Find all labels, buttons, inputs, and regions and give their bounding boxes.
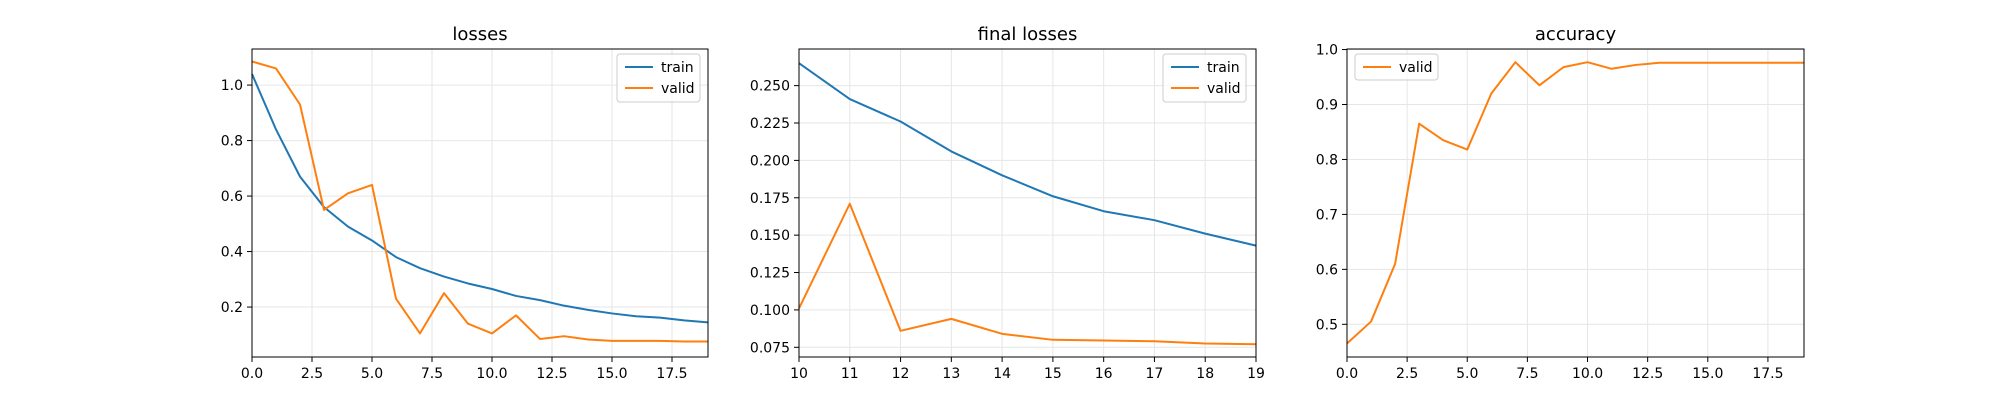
x-tick-label: 14	[993, 366, 1011, 382]
chart-1: 0.0 2.5 5.0 7.5 10.0 12.5 15.0 17.5 0.2 0.4 0.6 0.8…	[221, 24, 709, 382]
x-tick-label: 15	[1044, 366, 1062, 382]
y-tick-label: 1.0	[221, 78, 243, 94]
x-tick-label: 10.0	[1572, 366, 1603, 382]
legend-box	[1354, 53, 1439, 81]
x-tick-label: 13	[942, 366, 960, 382]
series-line-valid	[251, 60, 708, 343]
x-tick-label: 11	[841, 366, 859, 382]
x-tick-label: 12	[892, 366, 910, 382]
y-tick-label: 0.075	[750, 340, 790, 356]
x-tick-label: 10.0	[476, 366, 507, 382]
x-tick-label: 2.5	[301, 366, 323, 382]
y-tick-label: 0.2	[221, 300, 243, 316]
x-tick-label: 17.5	[1752, 366, 1783, 382]
y-tick-label: 0.8	[1316, 152, 1338, 168]
y-tick-label: 0.225	[750, 116, 790, 132]
y-tick-label: 0.175	[750, 191, 790, 207]
x-tick-label: 16	[1095, 366, 1113, 382]
legend-label-valid: valid	[1207, 81, 1241, 97]
x-tick-label: 15.0	[1692, 366, 1723, 382]
x-tick-label: 19	[1247, 366, 1265, 382]
legend-label-train: train	[661, 60, 694, 76]
axes-frame	[251, 48, 709, 358]
y-tick-label: 0.8	[221, 134, 243, 150]
x-tick-label: 7.5	[1516, 366, 1538, 382]
axes-frame	[1346, 48, 1805, 358]
x-tick-label: 5.0	[361, 366, 383, 382]
y-tick-label: 0.5	[1316, 317, 1338, 333]
x-tick-label: 17.5	[656, 366, 687, 382]
chart-title: losses	[452, 24, 507, 45]
y-tick-label: 0.125	[750, 266, 790, 282]
legend: train valid	[616, 53, 701, 103]
series-line-valid	[1346, 61, 1804, 345]
y-tick-label: 0.4	[221, 245, 243, 261]
legend-label-valid: valid	[661, 81, 695, 97]
chart-title: final losses	[978, 24, 1078, 45]
x-tick-label: 0.0	[1336, 366, 1358, 382]
y-tick-label: 0.150	[750, 228, 790, 244]
y-tick-label: 0.200	[750, 153, 790, 169]
legend-label-valid: valid	[1399, 60, 1433, 76]
y-tick-label: 0.6	[1316, 262, 1338, 278]
x-tick-label: 12.5	[1632, 366, 1663, 382]
legend: valid	[1354, 53, 1439, 81]
chart-2: 10 11 12 13 14 15 16 17 18 19 0.075 0.100 0.125 0.150…	[750, 24, 1265, 382]
legend-label-train: train	[1207, 60, 1240, 76]
x-tick-label: 12.5	[536, 366, 567, 382]
y-tick-label: 0.7	[1316, 207, 1338, 223]
x-tick-label: 10	[790, 366, 808, 382]
y-tick-label: 1.0	[1316, 43, 1338, 59]
y-tick-label: 0.100	[750, 303, 790, 319]
x-tick-label: 0.0	[241, 366, 263, 382]
x-tick-label: 17	[1146, 366, 1164, 382]
x-tick-label: 18	[1196, 366, 1214, 382]
y-tick-label: 0.9	[1316, 98, 1338, 114]
x-tick-label: 5.0	[1456, 366, 1478, 382]
series-line-train	[798, 62, 1257, 247]
y-tick-label: 0.6	[221, 189, 243, 205]
series-line-valid	[798, 202, 1257, 346]
chart-title: accuracy	[1535, 24, 1617, 45]
legend: train valid	[1162, 53, 1247, 103]
x-tick-label: 15.0	[596, 366, 627, 382]
y-tick-label: 0.250	[750, 79, 790, 95]
chart-3: 0.0 2.5 5.0 7.5 10.0 12.5 15.0 17.5 0.5 0.6 0.7 0.8…	[1316, 24, 1805, 382]
x-tick-label: 7.5	[421, 366, 443, 382]
x-tick-label: 2.5	[1396, 366, 1418, 382]
series-line-train	[251, 73, 709, 324]
axes-frame	[798, 48, 1257, 358]
